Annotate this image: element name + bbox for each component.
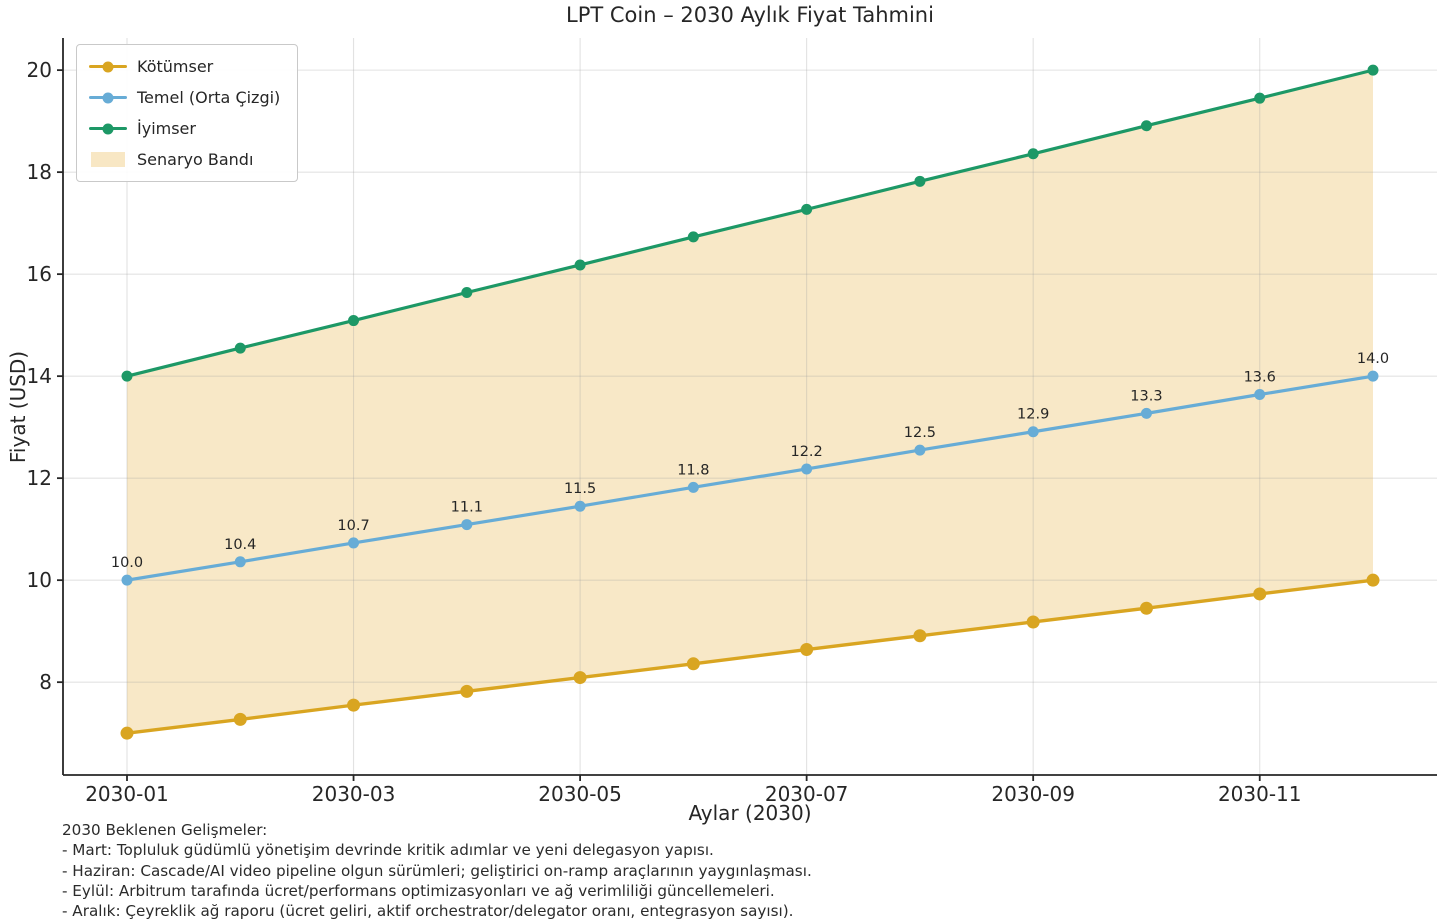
point-labels: 10.0 10.4 10.7 11.1 11.5 11.8 12.2 12.5 12.9 13.3… [111,351,1389,571]
data-point-optimistic [461,287,473,299]
data-point-optimistic [1027,148,1039,160]
data-point-base [1254,389,1266,401]
data-point-base [1140,407,1152,419]
data-point-pessimistic [1253,587,1267,601]
footer-notes: 2030 Beklenen Gelişmeler: - Mart: Toplul… [62,820,1402,921]
data-point-optimistic [1254,92,1266,104]
y-tick-label: 20 [27,58,52,82]
data-point-optimistic [914,175,926,187]
series-pessimistic [120,573,1380,740]
x-axis-label: Aylar (2030) [688,801,812,825]
point-value-label: 11.5 [564,481,596,497]
legend-label: Temel (Orta Çizgi) [137,88,281,107]
point-value-label: 10.7 [337,518,369,534]
data-point-base [574,500,586,512]
legend-item-band: Senaryo Bandı [88,147,280,172]
data-point-pessimistic [1026,615,1040,629]
legend-item-optimistic: İyimser [88,116,280,141]
series-line-optimistic [125,68,1375,378]
legend-line-marker-swatch [88,59,128,75]
point-value-label: 13.6 [1244,370,1276,386]
footer-note-line: - Mart: Topluluk güdümlü yönetişim devri… [62,841,714,860]
data-point-optimistic [348,315,360,327]
x-tick-label: 2030-11 [1218,782,1302,806]
legend-item-pessimistic: Kötümser [88,54,280,79]
point-value-label: 10.0 [111,555,143,571]
legend-patch-swatch [91,152,125,167]
data-point-base [914,444,926,456]
x-tick-label: 2030-05 [538,782,622,806]
data-point-optimistic [1367,64,1379,76]
data-point-pessimistic [800,643,814,657]
data-point-optimistic [1140,120,1152,132]
legend-line-marker-swatch [88,90,128,106]
x-tick-label: 2030-03 [312,782,396,806]
data-point-pessimistic [913,629,927,643]
data-point-optimistic [121,370,133,382]
footer-note-line: - Haziran: Cascade/AI video pipeline olg… [62,861,812,880]
data-point-pessimistic [1366,573,1380,587]
x-tick-label: 2030-09 [991,782,1075,806]
data-point-base [461,519,473,531]
data-point-base [1367,370,1379,382]
point-value-label: 12.2 [790,444,822,460]
point-value-label: 12.9 [1017,407,1049,423]
legend-label: Senaryo Bandı [137,150,254,169]
x-tick-label: 2030-01 [85,782,169,806]
series-optimistic [121,64,1379,382]
data-point-pessimistic [1139,601,1153,615]
data-point-optimistic [234,342,246,354]
legend-label: İyimser [137,119,196,138]
gridlines [63,38,1437,775]
series-base [121,370,1379,586]
point-value-label: 10.4 [224,537,256,553]
legend-line-marker-swatch [88,121,128,137]
legend: Kötümser Temel (Orta Çizgi) İyimser Sena… [76,44,299,182]
y-tick-label: 10 [27,568,52,592]
legend-label: Kötümser [137,57,214,76]
footer-heading: 2030 Beklenen Gelişmeler: [62,821,268,839]
data-point-pessimistic [686,657,700,671]
y-tick-label: 12 [27,466,52,490]
data-point-base [1027,426,1039,438]
data-point-optimistic [801,203,813,215]
point-value-label: 14.0 [1357,351,1389,367]
data-point-optimistic [574,259,586,271]
footer-note-line: - Eylül: Arbitrum tarafında ücret/perfor… [62,881,775,900]
data-point-base [348,537,360,549]
x-tick-label: 2030-07 [765,782,849,806]
data-point-pessimistic [347,698,361,712]
data-point-pessimistic [573,671,587,685]
y-tick-label: 14 [27,364,52,388]
series-line-base [125,374,1375,582]
data-point-optimistic [687,231,699,243]
data-point-pessimistic [120,726,134,740]
chart-title: LPT Coin – 2030 Aylık Fiyat Tahmini [566,3,934,27]
data-point-base [687,481,699,493]
data-point-pessimistic [460,684,474,698]
y-tick-label: 16 [27,262,52,286]
point-value-label: 12.5 [904,425,936,441]
axes: 8 10 12 14 16 18 20 2030-01 2030-03 2030-05 2030-0… [27,38,1437,806]
y-tick-label: 8 [39,670,52,694]
y-tick-label: 18 [27,160,52,184]
y-axis-label: Fiyat (USD) [6,350,30,464]
data-point-base [801,463,813,475]
data-point-base [234,556,246,568]
series-line-pessimistic [125,578,1375,735]
point-value-label: 11.1 [451,500,483,516]
legend-item-base: Temel (Orta Çizgi) [88,85,280,110]
scenario-band [127,70,1373,734]
point-value-label: 13.3 [1130,388,1162,404]
data-point-base [121,574,133,586]
data-point-pessimistic [233,712,247,726]
footer-note-line: - Aralık: Çeyreklik ağ raporu (ücret gel… [62,902,794,921]
point-value-label: 11.8 [677,462,709,478]
